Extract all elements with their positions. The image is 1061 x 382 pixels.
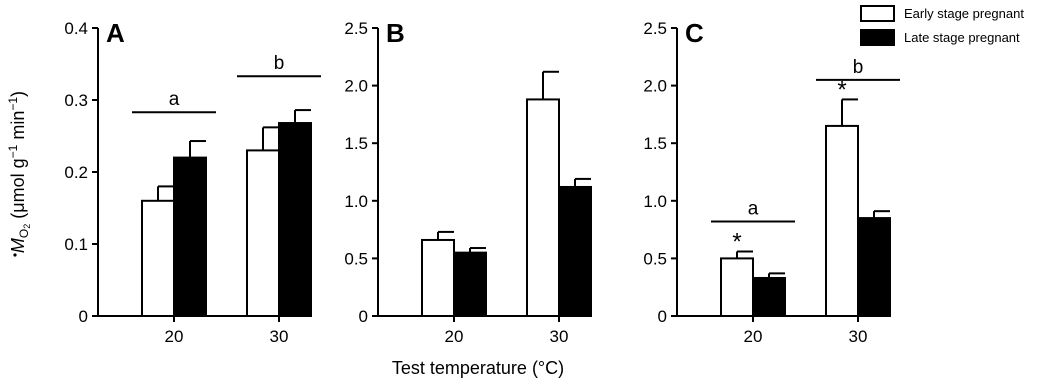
x-tick-label: 20 <box>165 327 184 346</box>
panels: 0 0.1 0.2 0.3 0.4 A 20 30 a b 0 0.5 1.0 1.5 2.0 2.5 B 20 3… <box>64 18 900 346</box>
y-axis-label-mid: min <box>8 111 28 145</box>
panel-letter: A <box>106 18 125 48</box>
bar <box>421 238 455 317</box>
legend-swatch-late <box>860 29 895 46</box>
panel-letter: B <box>386 18 405 48</box>
bar <box>526 98 560 318</box>
bar <box>825 124 859 317</box>
y-tick-label: 1.0 <box>344 192 368 211</box>
y-tick-label: 0.5 <box>643 249 667 268</box>
x-axis-label: Test temperature (°C) <box>392 358 564 378</box>
group-label: a <box>748 199 759 220</box>
y-axis-label-dot <box>13 253 17 257</box>
y-axis-label-units: (μmol g <box>8 158 28 223</box>
bar <box>141 199 175 317</box>
legend-label-late: Late stage pregnant <box>904 30 1020 45</box>
panel-c: 0 0.5 1.0 1.5 2.0 2.5 C 20 30 a b * * <box>643 18 900 346</box>
y-axis-label-symbol: M <box>8 238 28 253</box>
y-tick-label: 2.5 <box>643 19 667 38</box>
y-tick-label: 1.5 <box>643 134 667 153</box>
y-tick-label: 1.0 <box>643 192 667 211</box>
y-tick-label: 0 <box>79 307 88 326</box>
x-tick-label: 30 <box>550 327 569 346</box>
y-axis-label-sub2: 2 <box>22 224 32 229</box>
bar <box>173 156 207 317</box>
y-tick-label: 2.0 <box>344 77 368 96</box>
y-axis-label: MO2 (μmol g−1 min−1) <box>6 91 32 253</box>
y-tick-label: 0.3 <box>64 91 88 110</box>
bar <box>246 149 280 317</box>
group-label: b <box>853 57 864 78</box>
y-tick-label: 0.5 <box>344 249 368 268</box>
legend-swatch-early <box>860 5 895 22</box>
x-tick-label: 30 <box>849 327 868 346</box>
x-tick-label: 20 <box>744 327 763 346</box>
bar <box>278 122 312 318</box>
y-tick-label: 0.2 <box>64 163 88 182</box>
y-axis-label-sup2: −1 <box>6 97 20 111</box>
bar <box>558 185 592 317</box>
y-tick-label: 0 <box>658 307 667 326</box>
y-tick-label: 1.5 <box>344 134 368 153</box>
y-axis-label-sub: O <box>17 229 31 238</box>
group-label: b <box>274 53 285 74</box>
panel-letter: C <box>685 18 704 48</box>
group-label: a <box>169 89 180 110</box>
legend: Early stage pregnant Late stage pregnant <box>860 5 1024 46</box>
bar <box>453 251 487 317</box>
y-tick-label: 0.1 <box>64 235 88 254</box>
bar <box>752 276 786 318</box>
y-axis-label-sup1: −1 <box>6 144 20 158</box>
y-tick-label: 2.0 <box>643 77 667 96</box>
y-tick-label: 2.5 <box>344 19 368 38</box>
y-tick-label: 0.4 <box>64 19 88 38</box>
x-tick-label: 30 <box>270 327 289 346</box>
legend-label-early: Early stage pregnant <box>904 6 1024 21</box>
bar <box>857 217 891 317</box>
y-tick-label: 0 <box>359 307 368 326</box>
panel-b: 0 0.5 1.0 1.5 2.0 2.5 B 20 30 <box>344 18 592 346</box>
bar <box>720 257 754 317</box>
panel-a: 0 0.1 0.2 0.3 0.4 A 20 30 a b <box>64 18 321 346</box>
significance-star: * <box>732 228 741 255</box>
significance-star: * <box>837 76 846 103</box>
y-axis-label-end: ) <box>8 91 28 97</box>
x-tick-label: 20 <box>445 327 464 346</box>
